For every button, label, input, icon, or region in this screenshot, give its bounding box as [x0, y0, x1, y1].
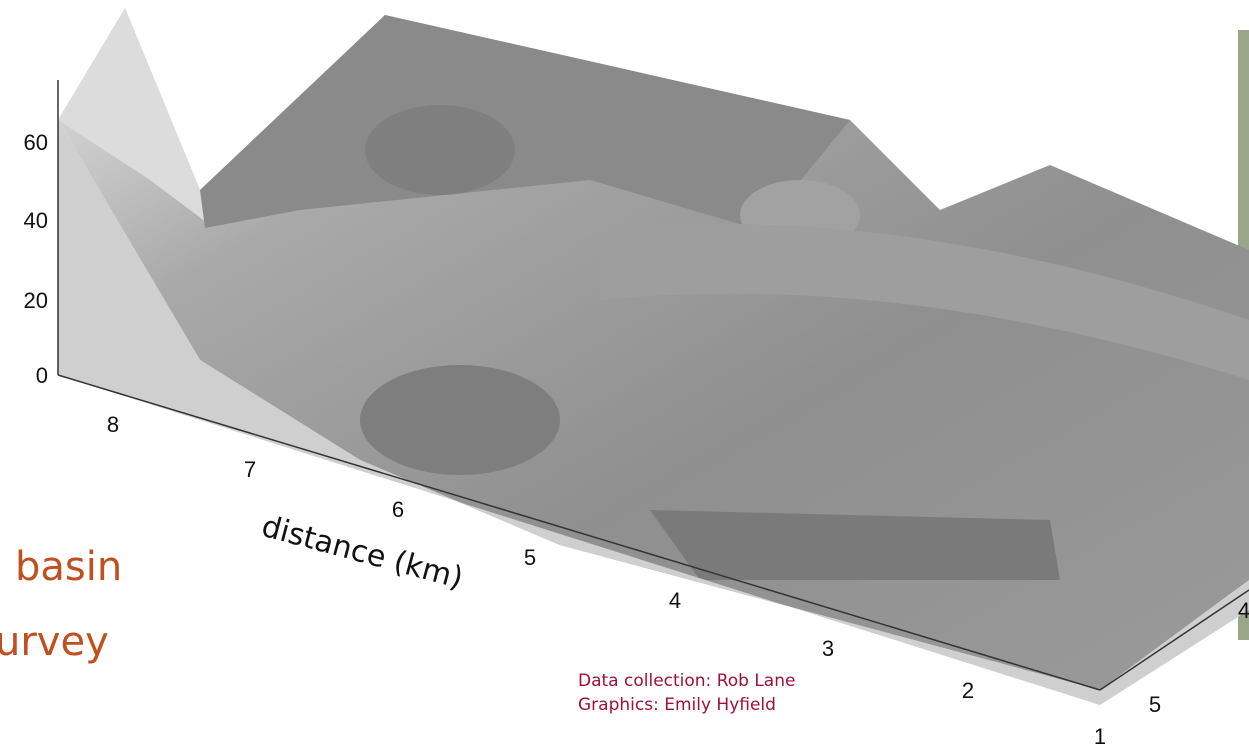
side-tick-label: 5 [1149, 692, 1161, 717]
distance-tick-label: 3 [822, 636, 834, 661]
distance-tick-label: 7 [244, 457, 256, 482]
distance-tick-label: 1 [1094, 724, 1106, 749]
axes [57, 80, 1249, 691]
distance-tick-label: 6 [392, 497, 404, 522]
distance-tick-label: 2 [962, 678, 974, 703]
slide-title: urvey [0, 619, 109, 665]
credit: Graphics: Emily Hyfield [578, 695, 776, 715]
slide-title: basin [15, 544, 122, 590]
side-tick-label: 4 [1238, 598, 1249, 623]
surface [58, 8, 1249, 705]
distance-tick-label: 5 [524, 545, 536, 570]
axis-label: distance (km) [258, 509, 467, 596]
distance-tick-label: 4 [669, 588, 681, 613]
distance-tick-label: 8 [107, 412, 119, 437]
z-tick-label: 20 [24, 288, 48, 313]
z-tick-label: 0 [36, 363, 48, 388]
z-tick-label: 40 [24, 208, 48, 233]
credit: Data collection: Rob Lane [578, 671, 795, 691]
z-tick-label: 60 [24, 130, 48, 155]
